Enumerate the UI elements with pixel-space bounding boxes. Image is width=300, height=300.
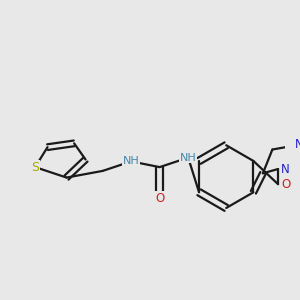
Text: N: N bbox=[295, 138, 300, 151]
Text: O: O bbox=[281, 178, 290, 191]
Text: S: S bbox=[31, 160, 39, 174]
Text: N: N bbox=[281, 163, 290, 176]
Text: NH: NH bbox=[180, 153, 196, 163]
Text: NH: NH bbox=[123, 156, 140, 167]
Text: O: O bbox=[155, 192, 164, 205]
